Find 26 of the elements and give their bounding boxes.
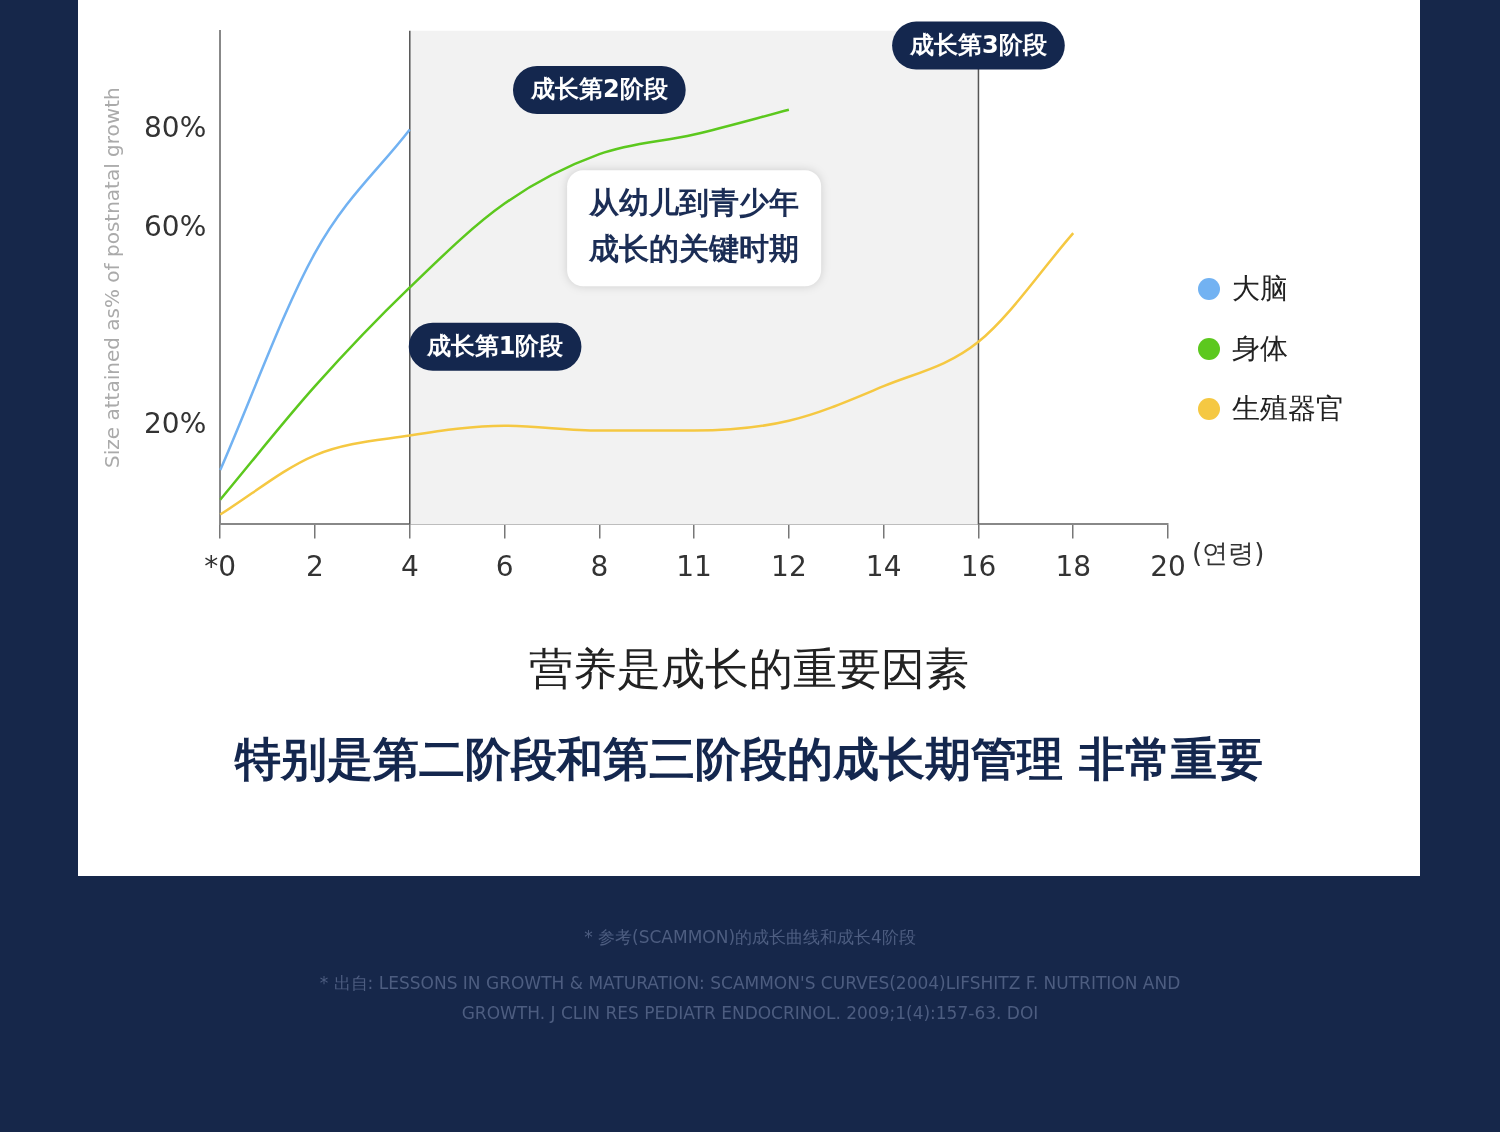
x-tick-label: 6 bbox=[495, 550, 514, 584]
y-axis-title: Size attained as% of postnatal growth bbox=[100, 87, 125, 468]
x-tick-label: 20 bbox=[1150, 550, 1186, 584]
annotation: 成长第2阶段 bbox=[529, 75, 669, 104]
x-tick-label: 2 bbox=[306, 550, 324, 584]
x-tick-label: 18 bbox=[1055, 550, 1092, 584]
x-tick-label: 8 bbox=[590, 550, 609, 584]
text: 营养是成长的重要因素 bbox=[528, 642, 970, 696]
x-tick-label: 14 bbox=[865, 550, 902, 584]
x-tick-label: 12 bbox=[771, 550, 807, 584]
y-tick-label: 60% bbox=[144, 209, 207, 243]
line-series bbox=[218, 231, 1075, 516]
y-tick-label: 20% bbox=[144, 406, 207, 440]
annotation: 成长第3阶段 bbox=[909, 30, 1048, 59]
text: 特别是第二阶段和第三阶段的成长期管理 非常重要 bbox=[233, 731, 1264, 788]
band-label: 从幼儿到青少年成长的关键时期 bbox=[588, 185, 800, 267]
x-tick-label: 11 bbox=[676, 550, 712, 584]
legend-label: 身体 bbox=[1232, 331, 1288, 367]
x-axis-title: (연령) bbox=[1192, 538, 1265, 569]
x-tick-label: 16 bbox=[960, 550, 997, 584]
x-tick-label: *0 bbox=[204, 550, 237, 584]
annotation: 成长第1阶段 bbox=[425, 331, 565, 360]
legend-label: 生殖器官 bbox=[1232, 391, 1344, 427]
y-tick-label: 80% bbox=[144, 110, 207, 144]
x-tick-label: 4 bbox=[400, 550, 419, 584]
legend-label: 大脑 bbox=[1232, 271, 1288, 307]
